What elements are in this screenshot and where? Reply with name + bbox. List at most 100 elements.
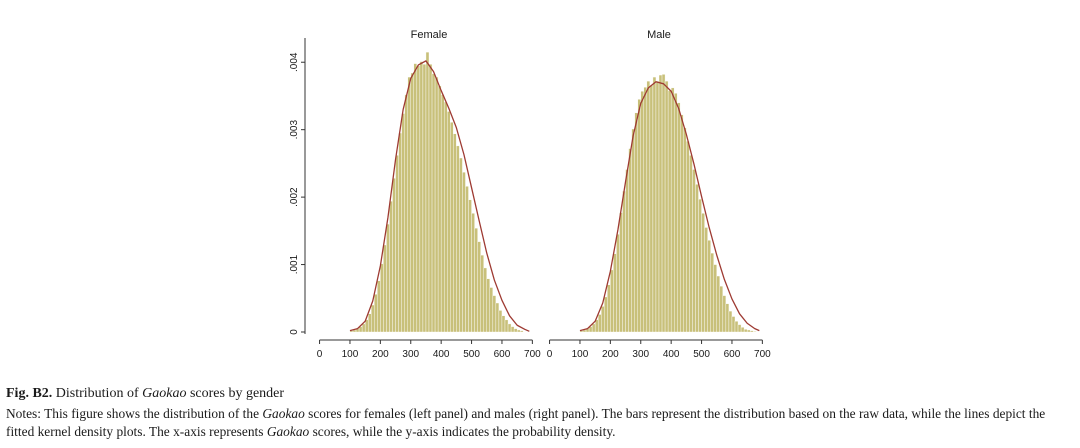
kernel-density-line — [579, 81, 760, 332]
histogram-bar — [519, 330, 524, 333]
notes-emphasis-1: Gaokao — [262, 406, 305, 421]
histogram-bar — [483, 267, 487, 333]
caption-notes: Notes: This figure shows the distributio… — [6, 405, 1076, 441]
y-tick-label: .004 — [289, 52, 300, 72]
histogram-bar — [516, 329, 521, 333]
histogram-bar — [628, 148, 632, 333]
histogram-bar — [410, 72, 415, 333]
histogram-bar — [637, 99, 641, 333]
caption-title-text-1: Distribution of — [52, 386, 143, 401]
histogram-chart: 0 .001 .002 .003 .004 Female 0 100 200 300 400 500… — [289, 29, 771, 360]
y-tick-label: 0 — [289, 329, 300, 335]
histogram-bar — [471, 213, 475, 333]
histogram-bar — [374, 294, 378, 333]
figure-label: Fig. B2. — [6, 386, 53, 401]
histogram-bar — [413, 63, 418, 333]
histogram-bar — [501, 315, 506, 333]
histogram-bar — [422, 64, 427, 333]
histogram-bar — [395, 155, 399, 333]
panel-title: Male — [647, 29, 671, 41]
x-tick-label: 500 — [693, 349, 710, 360]
histogram-bar — [692, 169, 696, 333]
histogram-bar — [371, 304, 375, 333]
x-tick-label: 300 — [402, 349, 419, 360]
histogram-bar — [443, 101, 448, 333]
histogram-bar — [625, 169, 629, 333]
histogram-bar — [364, 319, 369, 333]
histogram-bar — [640, 91, 645, 333]
x-tick-label: 400 — [663, 349, 680, 360]
histogram-bar — [489, 287, 494, 333]
histogram-bar — [689, 155, 693, 333]
histogram-bar — [594, 319, 599, 333]
y-tick-label: .001 — [289, 254, 300, 274]
histogram-bar — [416, 65, 421, 333]
histogram-bar — [646, 80, 651, 333]
notes-text-3: scores, while the y-axis indicates the p… — [309, 424, 616, 439]
notes-text-2: scores for females (left panel) and male… — [6, 406, 1046, 439]
histogram-bar — [680, 114, 684, 333]
x-tick-label: 0 — [547, 349, 553, 360]
histogram-bar — [753, 331, 757, 333]
histogram-bar — [462, 171, 466, 333]
histogram-bar — [434, 76, 439, 333]
y-tick-label: .002 — [289, 187, 300, 207]
histogram-bar — [507, 323, 512, 333]
notes-text-1: Notes: This figure shows the distributio… — [6, 406, 263, 421]
histogram-bar — [380, 263, 384, 333]
histogram-bar — [704, 227, 708, 333]
histogram-bar — [731, 316, 736, 333]
histogram-bar — [486, 278, 490, 333]
x-tick-label: 700 — [754, 349, 771, 360]
panel-male: Male 0 100 200 300 400 500 600 700 — [547, 29, 771, 360]
histogram-bar — [389, 200, 393, 333]
x-tick-label: 700 — [524, 349, 541, 360]
histogram-bar — [698, 198, 702, 333]
histogram-bar — [652, 76, 657, 333]
histogram-bar — [613, 253, 617, 333]
histogram-bar — [667, 90, 672, 333]
histogram-bar — [722, 295, 727, 333]
x-tick-label: 600 — [494, 349, 511, 360]
histogram-bar — [450, 122, 454, 333]
histogram-bar — [404, 94, 408, 333]
x-tick-label: 600 — [724, 349, 741, 360]
histogram-bar — [492, 295, 497, 333]
histogram-bar — [743, 329, 748, 333]
histogram-bar — [610, 269, 614, 333]
histogram-bar — [383, 244, 387, 333]
histogram-bar — [686, 140, 690, 333]
histogram-bar — [498, 310, 503, 333]
histogram-bar — [622, 190, 626, 333]
x-tick-label: 200 — [602, 349, 619, 360]
histogram-bar — [616, 234, 620, 333]
histogram-bar — [713, 264, 717, 333]
histogram-bar — [658, 74, 663, 333]
histogram-bar — [664, 80, 669, 333]
histogram-bar — [670, 87, 675, 333]
histogram-bar — [401, 113, 405, 333]
panel-female: Female 0 100 200 300 400 500 600 700 — [317, 29, 541, 360]
histogram-bar — [447, 111, 451, 333]
histogram-bar — [674, 93, 678, 333]
histogram-bar — [495, 302, 500, 333]
histogram-bar — [425, 51, 430, 333]
kernel-density-line — [349, 60, 530, 332]
histogram-bar — [604, 296, 608, 333]
figure-frame: 0 .001 .002 .003 .004 Female 0 100 200 300 400 500… — [283, 12, 789, 374]
histogram-bar — [728, 310, 733, 333]
caption-title-text-2: scores by gender — [186, 386, 285, 401]
histogram-bar — [480, 254, 484, 333]
histogram-bar — [716, 275, 721, 333]
histogram-bar — [634, 112, 638, 333]
x-tick-label: 0 — [317, 349, 323, 360]
histogram-bar — [619, 212, 623, 333]
figure-caption: Fig. B2. Distribution of Gaokao scores b… — [6, 385, 1076, 441]
histogram-bar — [607, 284, 611, 333]
histogram-bar — [710, 252, 714, 333]
histogram-bar — [428, 64, 433, 333]
histogram-bar — [440, 94, 445, 333]
histogram-bar — [431, 73, 436, 333]
histogram-bar — [468, 199, 472, 333]
panels: Female 0 100 200 300 400 500 600 700 Male 0 100 200 3… — [317, 29, 771, 360]
